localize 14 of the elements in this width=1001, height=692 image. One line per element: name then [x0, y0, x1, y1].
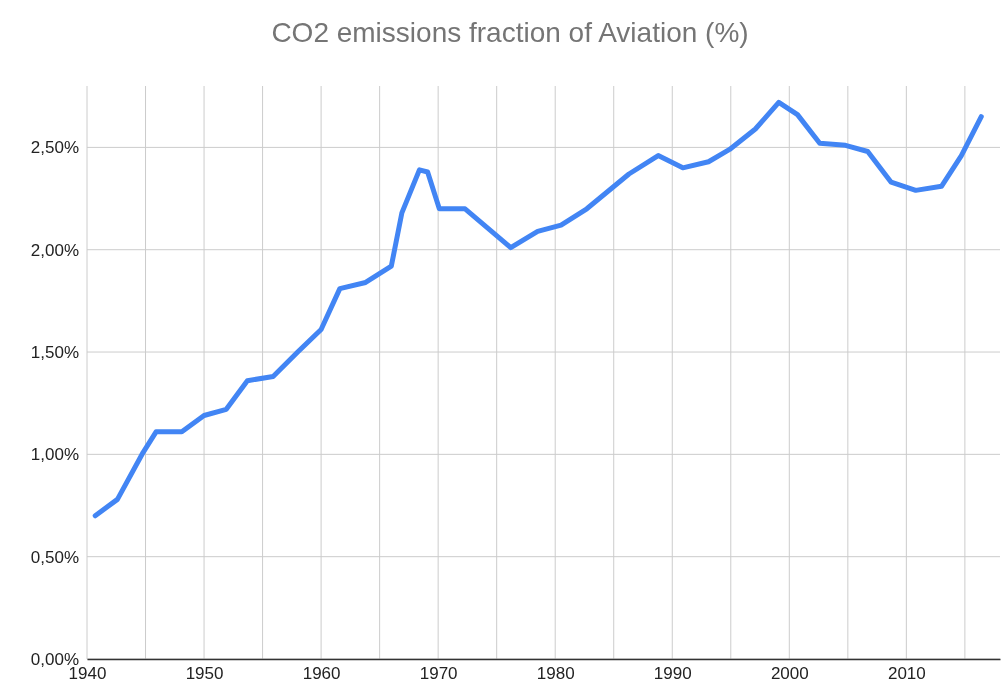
y-tick-label: 1,00% — [30, 445, 79, 465]
x-tick-label: 1950 — [185, 664, 224, 684]
y-tick-label: 2,50% — [30, 138, 79, 158]
x-tick-label: 1980 — [536, 664, 575, 684]
x-tick-label: 1990 — [653, 664, 692, 684]
x-tick-label: 1970 — [419, 664, 458, 684]
x-tick-label: 2000 — [770, 664, 809, 684]
x-tick-label: 2010 — [887, 664, 926, 684]
y-tick-label: 2,00% — [30, 240, 79, 260]
y-tick-label: 0,50% — [30, 547, 79, 567]
x-tick-label: 1940 — [68, 664, 107, 684]
y-tick-label: 1,50% — [30, 342, 79, 362]
x-tick-label: 1960 — [302, 664, 341, 684]
chart-title: CO2 emissions fraction of Aviation (%) — [271, 17, 749, 48]
